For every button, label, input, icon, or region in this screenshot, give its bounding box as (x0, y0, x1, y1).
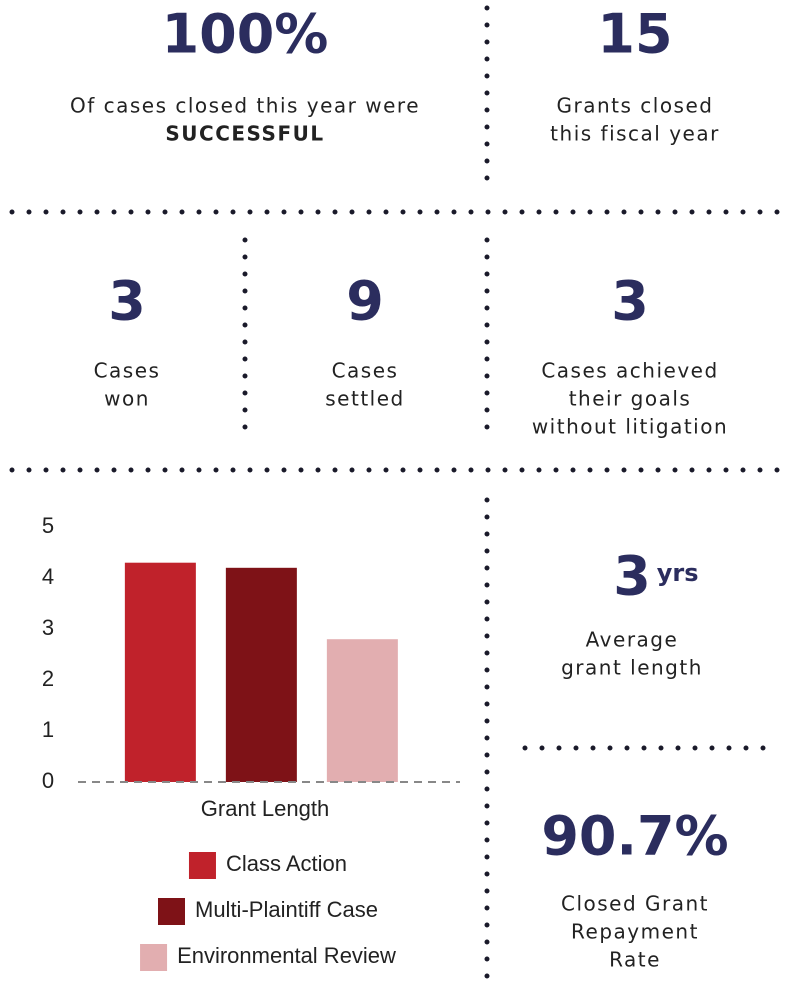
legend-label: Class Action (226, 851, 347, 876)
legend-swatch (188, 852, 216, 879)
bar (225, 567, 297, 782)
y-tick-label: 4 (42, 564, 54, 589)
stat-label: won (104, 387, 150, 411)
stat-label: Grants closed (557, 94, 714, 118)
stat-label: Closed Grant (561, 892, 709, 916)
stat-label: this fiscal year (550, 122, 720, 146)
x-axis-label: Grant Length (201, 796, 329, 821)
legend-swatch (158, 898, 185, 925)
stat-value: 15 (597, 3, 672, 66)
y-tick-label: 0 (42, 768, 54, 793)
y-tick-label: 1 (42, 717, 54, 742)
stat-label: Rate (609, 948, 661, 972)
legend-label: Multi-Plaintiff Case (195, 897, 378, 922)
y-tick-label: 2 (42, 666, 54, 691)
stat-label: Average (586, 628, 679, 652)
y-tick-label: 3 (42, 615, 54, 640)
y-tick-label: 5 (42, 513, 54, 538)
stat-label: their goals (569, 387, 692, 411)
stat-unit: yrs (657, 559, 699, 587)
stat-label: without litigation (532, 415, 728, 439)
stat-label: Cases achieved (541, 359, 718, 383)
stat-value: 3 (611, 270, 649, 333)
stat-label: grant length (561, 656, 703, 680)
stat-label: Of cases closed this year were (70, 94, 420, 118)
stat-label: SUCCESSFUL (165, 122, 324, 146)
stat-label: settled (325, 387, 404, 411)
legend-label: Environmental Review (177, 943, 396, 968)
bar (124, 562, 196, 782)
dividers (9, 5, 783, 988)
stat-value: 90.7% (541, 805, 728, 868)
stat-label: Cases (332, 359, 399, 383)
stat-label: Repayment (571, 920, 699, 944)
stat-value: 3 (108, 270, 146, 333)
stat-value: 3 (613, 545, 651, 608)
legend-swatch (140, 944, 168, 971)
stat-value: 100% (162, 3, 329, 66)
bar (326, 639, 398, 782)
stat-value: 9 (346, 270, 384, 333)
stat-label: Cases (94, 359, 161, 383)
